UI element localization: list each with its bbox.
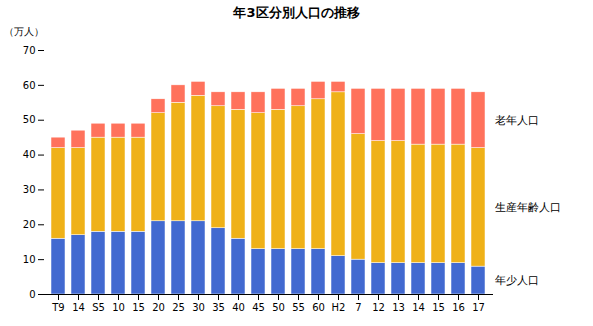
svg-text:20: 20: [152, 302, 165, 313]
svg-text:T9: T9: [51, 302, 64, 313]
svg-text:16: 16: [452, 302, 465, 313]
svg-text:10: 10: [23, 254, 36, 265]
svg-text:13: 13: [392, 302, 405, 313]
svg-text:20: 20: [23, 219, 36, 230]
svg-text:35: 35: [212, 302, 225, 313]
svg-text:50: 50: [272, 302, 285, 313]
svg-text:50: 50: [23, 114, 36, 125]
svg-text:15: 15: [132, 302, 145, 313]
svg-text:生産年齢人口: 生産年齢人口: [495, 201, 561, 214]
svg-text:45: 45: [252, 302, 265, 313]
svg-text:17: 17: [472, 302, 485, 313]
svg-text:14: 14: [412, 302, 425, 313]
svg-text:年少人口: 年少人口: [495, 274, 539, 287]
svg-text:15: 15: [432, 302, 445, 313]
svg-text:（万人）: （万人）: [4, 26, 44, 37]
svg-text:老年人口: 老年人口: [495, 114, 539, 127]
svg-text:40: 40: [232, 302, 245, 313]
html-text:年3区分別人口の推移: 年3区分別人口の推移: [233, 5, 360, 20]
svg-text:55: 55: [292, 302, 305, 313]
svg-text:14: 14: [72, 302, 85, 313]
svg-text:30: 30: [23, 184, 36, 195]
svg-text:0: 0: [29, 289, 35, 300]
svg-text:60: 60: [312, 302, 325, 313]
svg-text:12: 12: [372, 302, 385, 313]
svg-text:70: 70: [23, 45, 36, 56]
svg-text:40: 40: [23, 149, 36, 160]
svg-text:30: 30: [192, 302, 205, 313]
svg-text:S5: S5: [92, 302, 105, 313]
svg-text:H2: H2: [332, 302, 346, 313]
svg-text:10: 10: [112, 302, 125, 313]
svg-text:25: 25: [172, 302, 185, 313]
svg-text:7: 7: [355, 302, 361, 313]
svg-text:60: 60: [23, 80, 36, 91]
